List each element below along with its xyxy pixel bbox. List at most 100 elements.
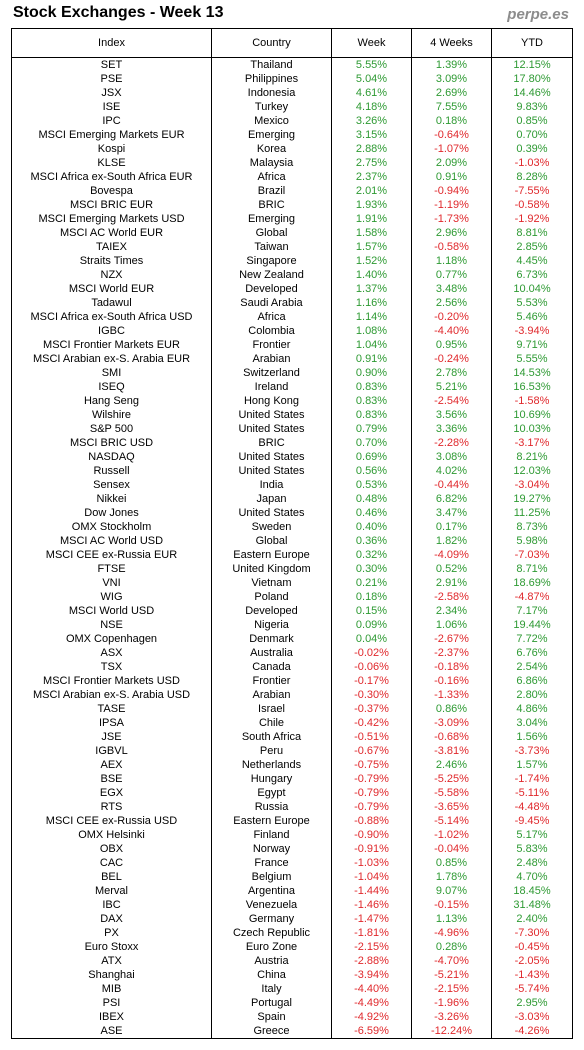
week-change-cell: -0.67%: [331, 744, 412, 758]
ytd-change-cell: 16.53%: [491, 380, 573, 394]
ytd-change-cell: 19.27%: [491, 492, 573, 506]
ytd-change-cell: -0.58%: [491, 198, 573, 212]
ytd-change-cell: -1.58%: [491, 394, 573, 408]
week-change-cell: 0.83%: [331, 394, 412, 408]
ytd-change-cell: 12.03%: [491, 464, 573, 478]
country-cell: Hong Kong: [211, 394, 332, 408]
country-cell: Turkey: [211, 100, 332, 114]
week-change-cell: 0.18%: [331, 590, 412, 604]
country-cell: Mexico: [211, 114, 332, 128]
ytd-change-cell: 5.98%: [491, 534, 573, 548]
week-change-cell: 0.91%: [331, 352, 412, 366]
column-header-index: Index: [11, 28, 212, 58]
index-name-cell: CAC: [99, 857, 124, 869]
index-name-cell: MSCI World USD: [68, 605, 155, 617]
country-cell: Euro Zone: [211, 940, 332, 954]
country-cell: United States: [211, 464, 332, 478]
four-week-change-cell: -4.40%: [411, 324, 492, 338]
index-name-cell: ATX: [101, 955, 122, 967]
week-change-cell: -4.49%: [331, 996, 412, 1010]
four-week-change-cell: 3.47%: [411, 506, 492, 520]
country-cell: South Africa: [211, 730, 332, 744]
ytd-change-cell: 10.04%: [491, 282, 573, 296]
table-row: Merval Argentina -1.44% 9.07% 18.45%: [12, 884, 573, 898]
week-change-cell: 2.88%: [331, 142, 412, 156]
week-change-cell: 0.15%: [331, 604, 412, 618]
table-row: Nikkei Japan 0.48% 6.82% 19.27%: [12, 492, 573, 506]
country-cell: United Kingdom: [211, 562, 332, 576]
country-cell: Korea: [211, 142, 332, 156]
week-change-cell: 0.36%: [331, 534, 412, 548]
index-name-cell: PX: [104, 927, 119, 939]
four-week-change-cell: 2.09%: [411, 156, 492, 170]
index-name-cell: MSCI BRIC USD: [69, 437, 154, 449]
index-name-cell: Wilshire: [91, 409, 132, 421]
ytd-change-cell: 2.85%: [491, 240, 573, 254]
week-change-cell: -1.44%: [331, 884, 412, 898]
week-change-cell: 1.14%: [331, 310, 412, 324]
index-name-cell: MSCI Emerging Markets USD: [38, 213, 185, 225]
week-change-cell: -0.17%: [331, 674, 412, 688]
four-week-change-cell: -12.24%: [411, 1024, 492, 1039]
country-cell: Malaysia: [211, 156, 332, 170]
four-week-change-cell: 2.56%: [411, 296, 492, 310]
table-row: BEL Belgium -1.04% 1.78% 4.70%: [12, 870, 573, 884]
index-name-cell: IPC: [102, 115, 121, 127]
country-cell: India: [211, 478, 332, 492]
week-change-cell: -0.30%: [331, 688, 412, 702]
index-name-cell: Tadawul: [91, 297, 132, 309]
four-week-change-cell: -0.64%: [411, 128, 492, 142]
ytd-change-cell: 0.70%: [491, 128, 573, 142]
table-row: MSCI BRIC EUR BRIC 1.93% -1.19% -0.58%: [12, 198, 573, 212]
ytd-change-cell: -3.17%: [491, 436, 573, 450]
ytd-change-cell: 9.71%: [491, 338, 573, 352]
four-week-change-cell: -0.16%: [411, 674, 492, 688]
week-change-cell: -0.88%: [331, 814, 412, 828]
week-change-cell: 1.08%: [331, 324, 412, 338]
week-change-cell: -3.94%: [331, 968, 412, 982]
week-change-cell: 0.30%: [331, 562, 412, 576]
ytd-change-cell: -4.26%: [491, 1024, 573, 1039]
ytd-change-cell: 19.44%: [491, 618, 573, 632]
four-week-change-cell: -0.94%: [411, 184, 492, 198]
table-row: MSCI CEE ex-Russia USD Eastern Europe -0.8…: [12, 814, 573, 828]
four-week-change-cell: -3.65%: [411, 800, 492, 814]
country-cell: United States: [211, 422, 332, 436]
week-change-cell: 0.56%: [331, 464, 412, 478]
table-row: NASDAQ United States 0.69% 3.08% 8.21%: [12, 450, 573, 464]
week-change-cell: -0.90%: [331, 828, 412, 842]
index-name-cell: OMX Helsinki: [78, 829, 145, 841]
week-change-cell: 2.37%: [331, 170, 412, 184]
ytd-change-cell: 8.71%: [491, 562, 573, 576]
index-name-cell: Shanghai: [88, 969, 135, 981]
week-change-cell: 1.04%: [331, 338, 412, 352]
four-week-change-cell: -5.58%: [411, 786, 492, 800]
country-cell: Eastern Europe: [211, 548, 332, 562]
index-name-cell: BSE: [100, 773, 123, 785]
country-cell: Global: [211, 226, 332, 240]
table-row: ASX Australia -0.02% -2.37% 6.76%: [12, 646, 573, 660]
ytd-change-cell: 8.81%: [491, 226, 573, 240]
four-week-change-cell: 2.34%: [411, 604, 492, 618]
country-cell: Brazil: [211, 184, 332, 198]
four-week-change-cell: 5.21%: [411, 380, 492, 394]
four-week-change-cell: -2.28%: [411, 436, 492, 450]
four-week-change-cell: 9.07%: [411, 884, 492, 898]
country-cell: Greece: [211, 1024, 332, 1039]
ytd-change-cell: -2.05%: [491, 954, 573, 968]
index-name-cell: MSCI Africa ex-South Africa USD: [30, 311, 193, 323]
ytd-change-cell: 0.85%: [491, 114, 573, 128]
four-week-change-cell: -0.44%: [411, 478, 492, 492]
ytd-change-cell: -0.45%: [491, 940, 573, 954]
week-change-cell: 1.16%: [331, 296, 412, 310]
four-week-change-cell: 0.18%: [411, 114, 492, 128]
week-change-cell: -0.37%: [331, 702, 412, 716]
four-week-change-cell: -3.81%: [411, 744, 492, 758]
country-cell: Thailand: [211, 57, 332, 72]
ytd-change-cell: 2.80%: [491, 688, 573, 702]
ytd-change-cell: 2.54%: [491, 660, 573, 674]
table-row: ISE Turkey 4.18% 7.55% 9.83%: [12, 100, 573, 114]
table-row: MSCI BRIC USD BRIC 0.70% -2.28% -3.17%: [12, 436, 573, 450]
table-row: MSCI AC World EUR Global 1.58% 2.96% 8.81%: [12, 226, 573, 240]
index-name-cell: ASE: [100, 1025, 123, 1037]
